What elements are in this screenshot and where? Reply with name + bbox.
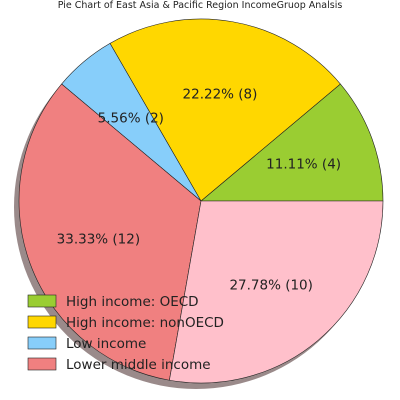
legend-swatch-1 [27,315,57,329]
pie-slice-1 [109,18,341,202]
legend-label-1: High income: nonOECD [66,315,224,331]
legend: High income: OECD High income: nonOECD Low… [27,294,224,373]
legend-swatch-3 [27,357,57,371]
chart-title: Pie Chart of East Asia & Pacific Region … [58,0,343,11]
legend-label-3: Lower middle income [66,357,211,373]
slice-labels: 11.11% (4) 22.22% (8) 5.56% (2) 33.33% (12)… [57,86,341,293]
slice-label-1: 22.22% (8) [183,86,258,102]
legend-label-0: High income: OECD [66,294,199,310]
legend-swatch-2 [27,336,57,350]
legend-swatch-0 [27,294,57,308]
slice-label-0: 11.11% (4) [266,157,341,173]
pie-slice-4 [169,200,384,384]
pie-slices [18,18,384,384]
slice-label-3: 33.33% (12) [57,231,140,247]
slice-label-4: 27.78% (10) [229,278,312,294]
legend-label-2: Low income [66,336,146,352]
pie-slice-3 [18,83,202,381]
pie-slice-0 [200,83,384,202]
slice-label-2: 5.56% (2) [98,110,164,126]
